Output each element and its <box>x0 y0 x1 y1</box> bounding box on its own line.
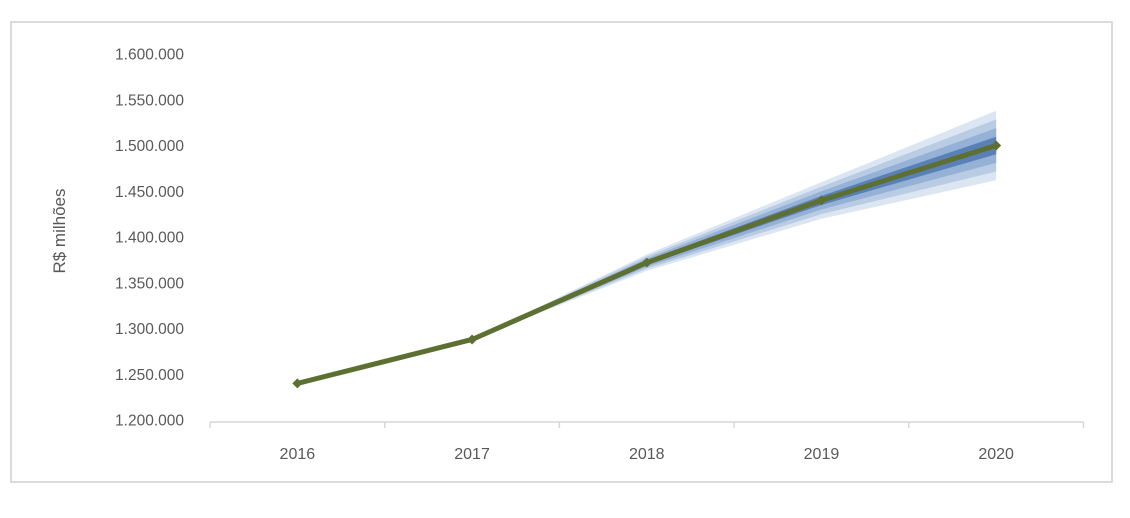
data-point-marker <box>641 257 652 268</box>
y-tick-label: 1.300.000 <box>115 321 184 338</box>
x-tick-label: 2018 <box>629 446 665 463</box>
data-point-marker <box>816 195 827 206</box>
y-tick-label: 1.500.000 <box>115 138 184 155</box>
x-tick-label: 2016 <box>280 446 316 463</box>
x-tick-label: 2017 <box>454 446 490 463</box>
y-tick-label: 1.250.000 <box>115 367 184 384</box>
data-point-marker <box>292 378 303 389</box>
x-tick-label: 2019 <box>804 446 840 463</box>
y-tick-label: 1.200.000 <box>115 413 184 430</box>
y-tick-label: 1.400.000 <box>115 230 184 247</box>
y-tick-label: 1.550.000 <box>115 92 184 109</box>
data-point-marker <box>991 140 1002 151</box>
y-tick-label: 1.450.000 <box>115 184 184 201</box>
y-tick-label: 1.600.000 <box>115 47 184 64</box>
chart-frame <box>10 21 1113 483</box>
x-tick-label: 2020 <box>978 446 1014 463</box>
y-tick-label: 1.350.000 <box>115 275 184 292</box>
data-point-marker <box>467 334 478 345</box>
